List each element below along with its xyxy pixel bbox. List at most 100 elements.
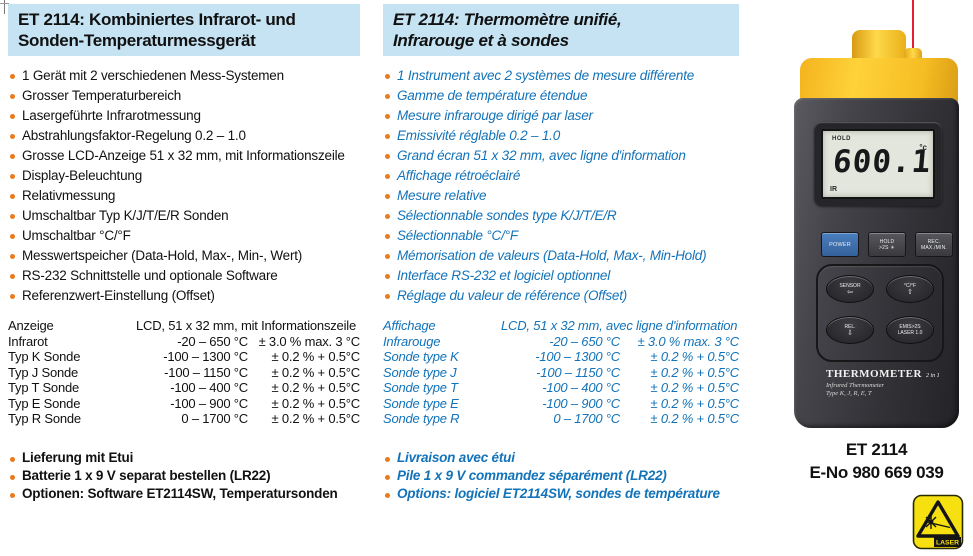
spec-range: -20 – 650 °C <box>549 333 620 349</box>
spec-tolerance: ± 0.2 % + 0.5°C <box>271 411 361 426</box>
spec-label: Sonde type J <box>383 364 457 380</box>
celsius-fahrenheit-button: °C/°F ⇧ <box>886 275 934 303</box>
bullet-icon <box>385 194 390 199</box>
german-feature-list: 1 Gerät mit 2 verschiedenen Mess-Systeme… <box>8 66 360 306</box>
spec-tolerance: ± 0.2 % + 0.5°C <box>650 380 740 395</box>
spec-range: -100 – 1150 °C <box>164 364 248 380</box>
list-item: Mémorisation de valeurs (Data-Hold, Max-… <box>383 246 739 266</box>
bullet-icon <box>10 474 15 480</box>
lcd-mode: IR <box>830 186 837 193</box>
list-item: Display-Beleuchtung <box>8 166 360 186</box>
spec-range: -100 – 900 °C <box>542 395 620 411</box>
list-item: Umschaltbar Typ K/J/T/E/R Sonden <box>8 206 360 226</box>
brand-name: THERMOMETER <box>826 368 922 380</box>
footer-text: Options: logiciel ET2114SW, sondes de te… <box>397 485 720 501</box>
table-row: Typ K Sonde -100 – 1300 °C ± 0.2 % + 0.5°C <box>8 349 360 365</box>
bullet-icon <box>10 254 15 259</box>
bullet-icon <box>385 74 390 79</box>
bullet-icon <box>385 114 390 119</box>
spec-range: -100 – 400 °C <box>542 380 620 395</box>
spec-tolerance: ± 0.2 % + 0.5°C <box>271 349 361 364</box>
table-row: Typ E Sonde -100 – 900 °C ± 0.2 % + 0.5°C <box>8 396 360 412</box>
down-arrow-icon: ⇩ <box>847 329 853 337</box>
footer-text: Optionen: Software ET2114SW, Temperaturs… <box>22 485 338 501</box>
laser-warning-icon: LASER <box>912 494 964 550</box>
footer-text: Batterie 1 x 9 V separat bestellen (LR22… <box>22 467 271 483</box>
bullet-icon <box>10 294 15 299</box>
lcd-hold-indicator: HOLD <box>832 136 851 142</box>
table-row: Sonde type T -100 – 400 °C ± 0.2 % + 0.5°C <box>383 380 739 396</box>
crop-mark <box>4 0 5 14</box>
emissivity-laser-button: EMIS>2S LASER 1.0 <box>886 316 934 344</box>
table-row: Infrarouge -20 – 650 °C ± 3.0 % max. 3 °C <box>383 334 739 350</box>
laser-icon-label: LASER <box>936 540 959 547</box>
spec-tolerance: ± 0.2 % + 0.5°C <box>271 380 361 395</box>
french-section-title: ET 2114: Thermomètre unifié, Infrarouge … <box>383 4 739 56</box>
list-item: Lieferung mit Etui <box>8 449 360 467</box>
title-line: Sonden-Temperaturmessgerät <box>18 31 256 50</box>
list-item: Emissivité réglable 0.2 – 1.0 <box>383 126 739 146</box>
feature-text: Grosser Temperaturbereich <box>22 88 182 103</box>
bullet-icon <box>385 474 390 480</box>
feature-text: Sélectionnable sondes type K/J/T/E/R <box>397 208 617 223</box>
button-label: HOLD <box>879 238 895 245</box>
bullet-icon <box>385 134 390 139</box>
spec-range: -100 – 1300 °C <box>163 349 248 364</box>
feature-text: Messwertspeicher (Data-Hold, Max-, Min-,… <box>22 248 303 263</box>
button-label: °C/°F <box>903 282 917 289</box>
bullet-icon <box>385 254 390 259</box>
bullet-icon <box>385 234 390 239</box>
laser-beam <box>912 0 914 57</box>
brand-tag: 2 in 1 <box>925 373 940 379</box>
device-button-row: POWER HOLD >2S ☀ REC. MAX./MIN. <box>821 232 953 257</box>
spec-tolerance: ± 0.2 % + 0.5°C <box>650 411 740 426</box>
german-column: ET 2114: Kombiniertes Infrarot- und Sond… <box>8 4 360 503</box>
table-row: Sonde type J -100 – 1150 °C ± 0.2 % + 0.5°… <box>383 365 739 381</box>
spec-range: -100 – 1150 °C <box>536 364 620 380</box>
sensor-button: SENSOR ⇦ <box>826 275 874 303</box>
keypad-panel: SENSOR ⇦ °C/°F ⇧ REL. ⇩ EMIS>2S LASER 1.… <box>816 264 944 362</box>
bullet-icon <box>10 194 15 199</box>
footer-text: Pile 1 x 9 V commandez séparément (LR22) <box>397 467 667 483</box>
spec-range: 0 – 1700 °C <box>553 411 620 426</box>
spec-value: LCD, 51 x 32 mm, avec ligne d'informatio… <box>501 318 738 333</box>
bullet-icon <box>10 174 15 179</box>
german-footer-list: Lieferung mit Etui Batterie 1 x 9 V sepa… <box>8 449 360 503</box>
spec-label: Sonde type T <box>383 380 458 395</box>
bullet-icon <box>385 456 390 462</box>
list-item: Grosser Temperaturbereich <box>8 86 360 106</box>
bullet-icon <box>385 94 390 99</box>
title-line: ET 2114: Kombiniertes Infrarot- und <box>18 10 296 29</box>
list-item: Options: logiciel ET2114SW, sondes de te… <box>383 485 739 503</box>
feature-text: Umschaltbar °C/°F <box>22 228 131 243</box>
hold-backlight-button: HOLD >2S ☀ <box>868 232 906 257</box>
spec-tolerance: ± 3.0 % max. 3 °C <box>258 333 361 349</box>
list-item: Sélectionnable °C/°F <box>383 226 739 246</box>
table-row: Sonde type K -100 – 1300 °C ± 0.2 % + 0.5°… <box>383 349 739 365</box>
feature-text: Relativmessung <box>22 188 116 203</box>
crop-mark <box>0 3 9 4</box>
brand-type-list: Type K, J, R, E, T <box>826 390 872 397</box>
rel-button: REL. ⇩ <box>826 316 874 344</box>
list-item: Messwertspeicher (Data-Hold, Max-, Min-,… <box>8 246 360 266</box>
list-item: Grand écran 51 x 32 mm, avec ligne d'inf… <box>383 146 739 166</box>
list-item: Sélectionnable sondes type K/J/T/E/R <box>383 206 739 226</box>
table-row: Typ J Sonde -100 – 1150 °C ± 0.2 % + 0.5°C <box>8 365 360 381</box>
spec-range: 0 – 1700 °C <box>181 411 248 426</box>
spec-tolerance: ± 0.2 % + 0.5°C <box>271 395 361 411</box>
spec-label: Sonde type R <box>383 411 460 426</box>
feature-text: RS-232 Schnittstelle und optionale Softw… <box>22 268 278 283</box>
bullet-icon <box>10 274 15 279</box>
spec-label: Typ K Sonde <box>8 349 81 364</box>
spec-label: Typ T Sonde <box>8 380 80 395</box>
power-button: POWER <box>821 232 859 257</box>
title-line: Infrarouge et à sondes <box>393 31 569 50</box>
table-row: Sonde type R 0 – 1700 °C ± 0.2 % + 0.5°C <box>383 411 739 427</box>
list-item: Interface RS-232 et logiciel optionnel <box>383 266 739 286</box>
spec-label: Typ E Sonde <box>8 395 81 411</box>
spec-range: -100 – 400 °C <box>170 380 248 395</box>
list-item: Referenzwert-Einstellung (Offset) <box>8 286 360 306</box>
footer-text: Livraison avec étui <box>397 449 515 465</box>
feature-text: Abstrahlungsfaktor-Regelung 0.2 – 1.0 <box>22 128 246 143</box>
feature-text: Lasergeführte Infrarotmessung <box>22 108 201 123</box>
